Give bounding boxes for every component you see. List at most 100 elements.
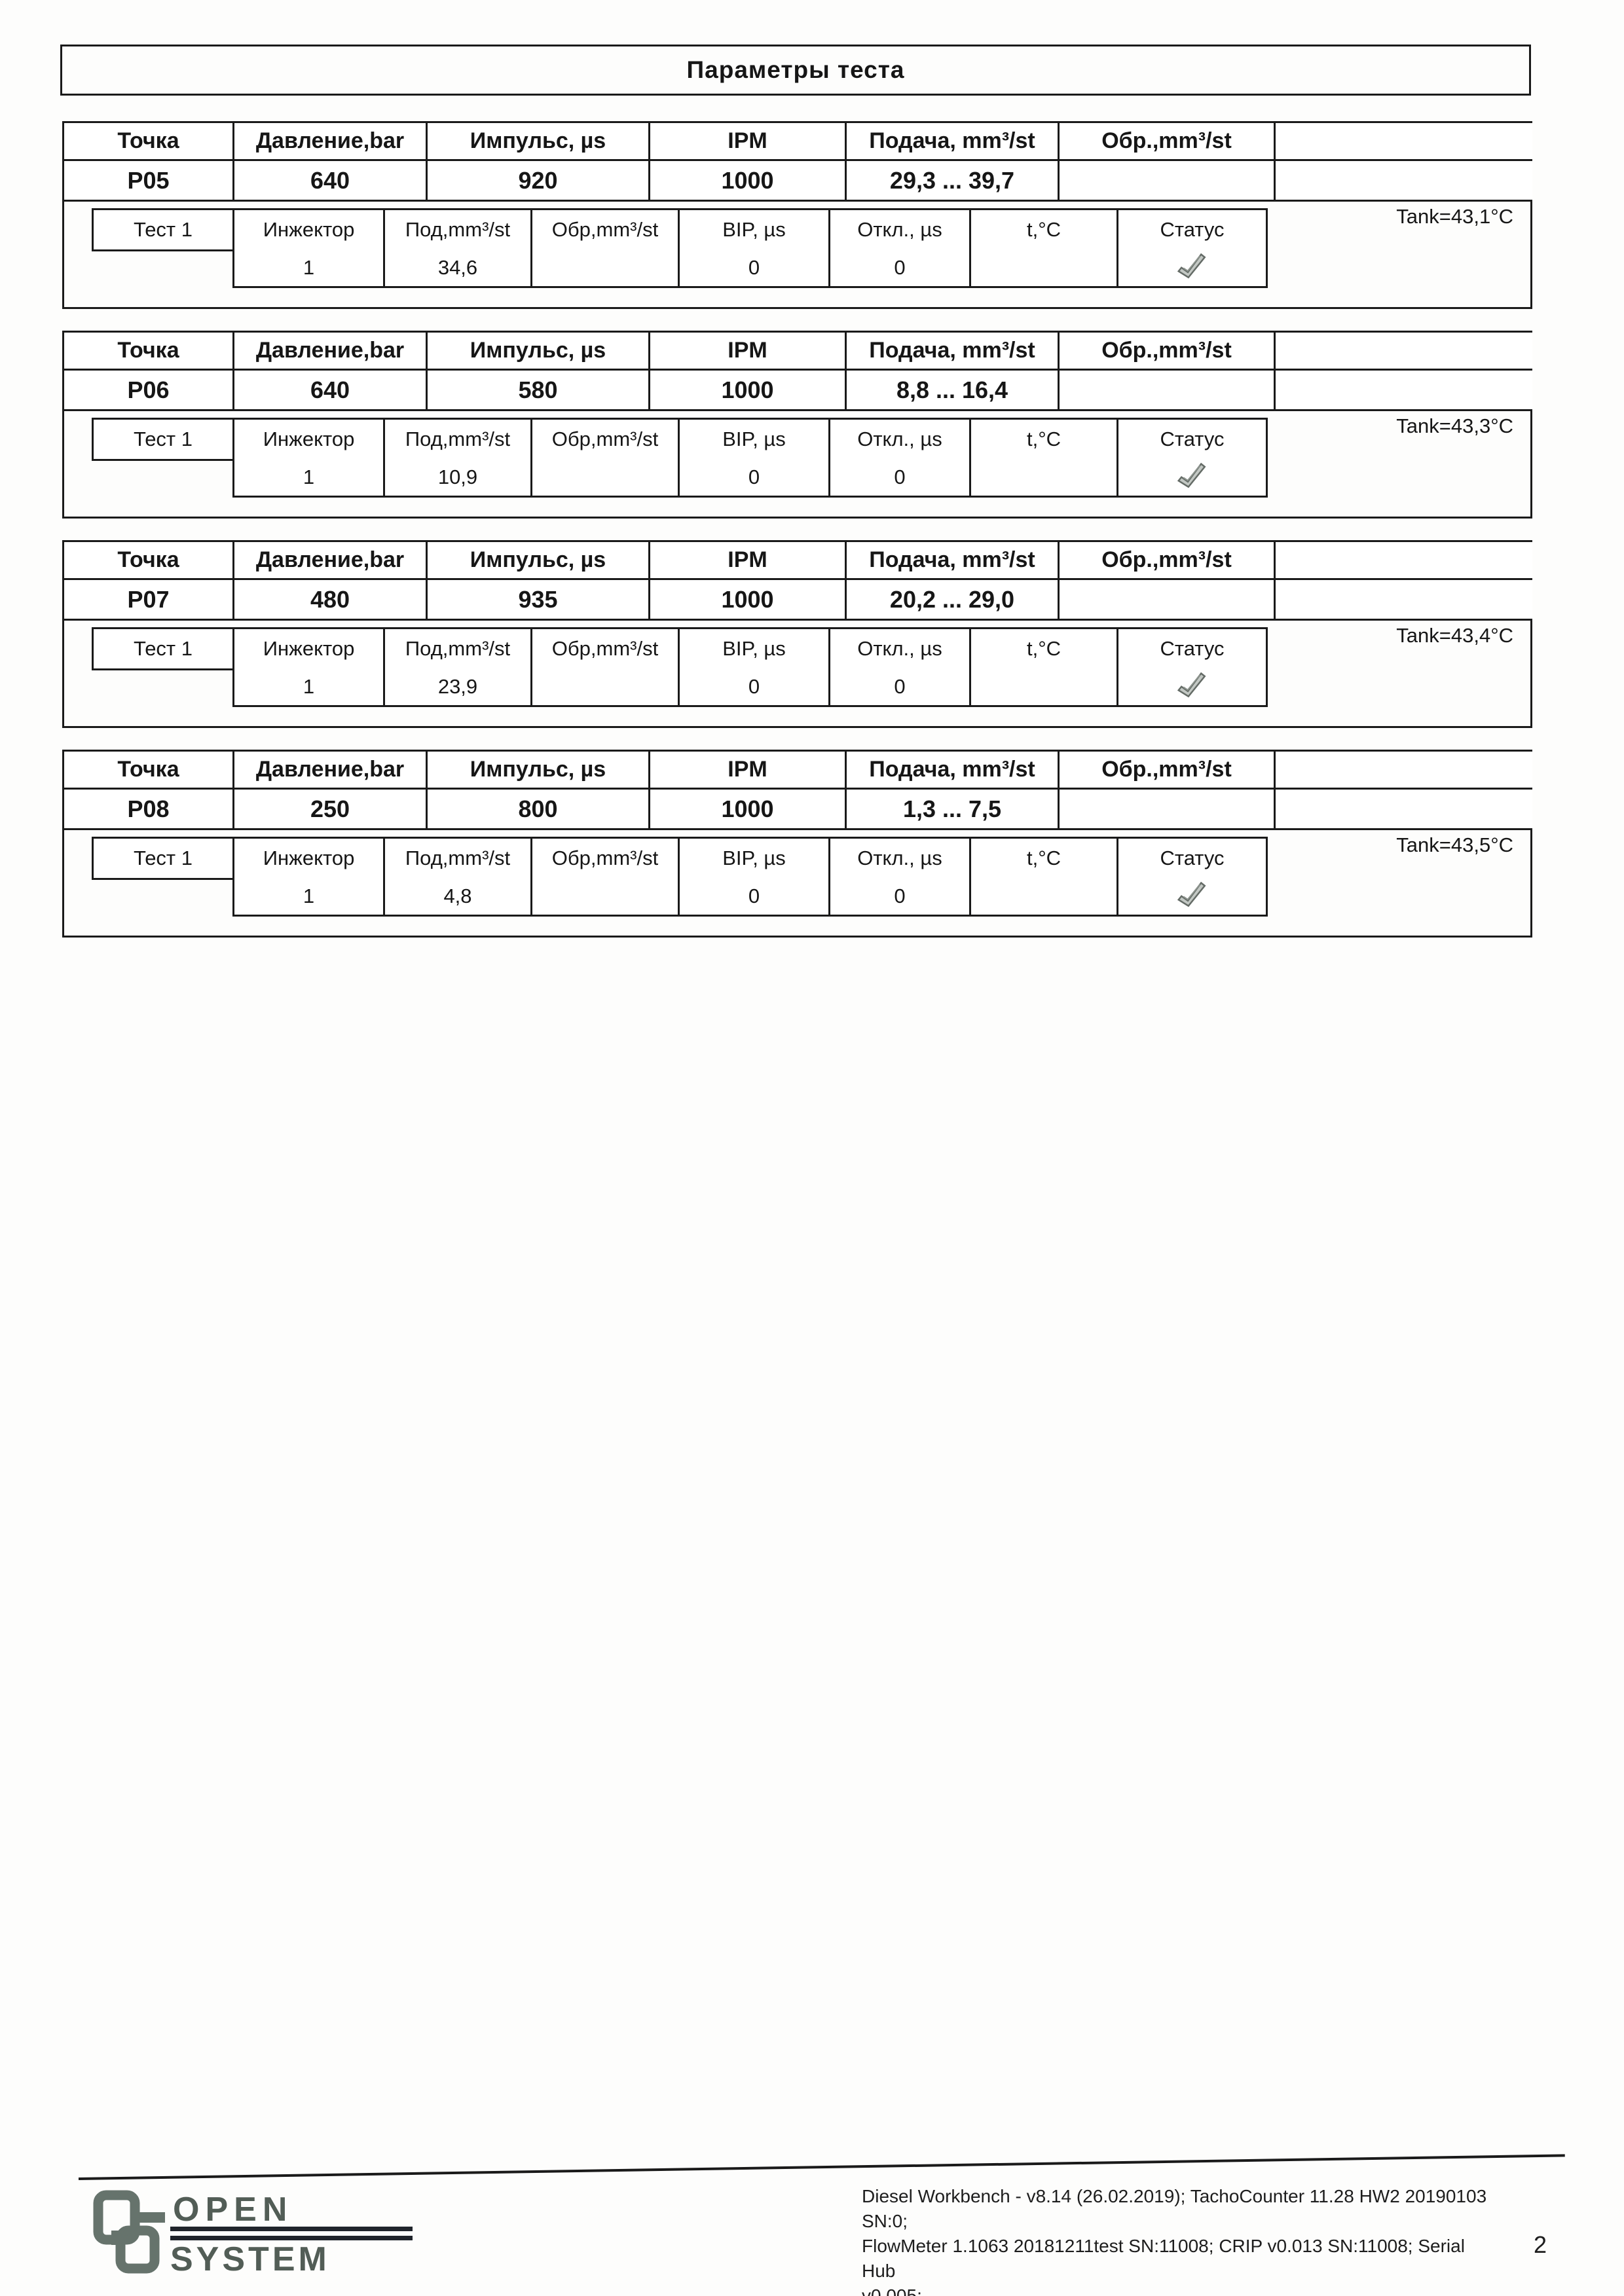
footer-info-line1: Diesel Workbench - v8.14 (26.02.2019); T… <box>862 2186 1487 2231</box>
col-header-pulse: Импульс, µs <box>428 752 650 790</box>
sub-header-flow: Под,mm³/st <box>385 420 532 459</box>
pressure-value: 640 <box>234 371 428 411</box>
footer-separator-line <box>78 2154 1565 2180</box>
bip-measured: 0 <box>680 459 830 496</box>
point-value: P07 <box>64 580 234 621</box>
status-check-icon <box>1177 672 1206 698</box>
value-spacer <box>1276 371 1532 411</box>
backflow-measured <box>532 249 680 286</box>
col-header-flow: Подача, mm³/st <box>847 752 1060 790</box>
logo-text-system: SYSTEM <box>170 2240 330 2278</box>
flow-range-value: 8,8 ... 16,4 <box>847 371 1060 411</box>
footer-system-info: Diesel Workbench - v8.14 (26.02.2019); T… <box>862 2184 1504 2296</box>
injector-number: 1 <box>234 878 385 915</box>
sub-header-temp: t,°C <box>971 629 1118 668</box>
sub-header-deviation: Откл., µs <box>830 629 971 668</box>
sub-header-deviation: Откл., µs <box>830 839 971 878</box>
sub-header-test: Тест 1 <box>94 839 234 878</box>
col-header-pressure: Давление,bar <box>234 123 428 161</box>
backflow-range-value <box>1060 371 1276 411</box>
sub-header-temp: t,°C <box>971 839 1118 878</box>
status-cell <box>1118 459 1266 496</box>
ipm-value: 1000 <box>650 371 847 411</box>
test-point-block: Точка Давление,bar Импульс, µs IPM Подач… <box>62 540 1532 728</box>
test-result-header-row: Тест 1 Инжектор Под,mm³/st Обр,mm³/st BI… <box>92 627 1268 670</box>
deviation-measured: 0 <box>830 249 971 286</box>
col-header-flow: Подача, mm³/st <box>847 333 1060 371</box>
temp-measured <box>971 459 1118 496</box>
temp-measured <box>971 878 1118 915</box>
status-check-icon <box>1177 881 1206 907</box>
col-header-backflow: Обр.,mm³/st <box>1060 542 1276 580</box>
backflow-range-value <box>1060 161 1276 202</box>
logo-text-open: OPEN <box>173 2191 293 2229</box>
col-header-pulse: Импульс, µs <box>428 542 650 580</box>
status-check-icon <box>1177 253 1206 279</box>
injector-number: 1 <box>234 249 385 286</box>
point-value: P05 <box>64 161 234 202</box>
sub-header-backflow: Обр,mm³/st <box>532 210 680 249</box>
sub-header-bip: BIP, µs <box>680 839 830 878</box>
col-header-pressure: Давление,bar <box>234 333 428 371</box>
ipm-value: 1000 <box>650 790 847 830</box>
test-point-block: Точка Давление,bar Импульс, µs IPM Подач… <box>62 121 1532 309</box>
pressure-value: 250 <box>234 790 428 830</box>
temp-measured <box>971 249 1118 286</box>
sub-header-backflow: Обр,mm³/st <box>532 839 680 878</box>
status-cell <box>1118 668 1266 705</box>
sub-header-bip: BIP, µs <box>680 210 830 249</box>
deviation-measured: 0 <box>830 878 971 915</box>
value-spacer <box>1276 580 1532 621</box>
value-spacer <box>1276 790 1532 830</box>
bip-measured: 0 <box>680 878 830 915</box>
tank-temperature-label: Tank=43,1°C <box>1396 205 1513 228</box>
sub-header-injector: Инжектор <box>234 839 385 878</box>
pulse-value: 580 <box>428 371 650 411</box>
flow-range-value: 1,3 ... 7,5 <box>847 790 1060 830</box>
sub-header-test: Тест 1 <box>94 629 234 668</box>
tank-temperature-label: Tank=43,4°C <box>1396 624 1513 647</box>
sub-header-injector: Инжектор <box>234 629 385 668</box>
test-point-table: Точка Давление,bar Импульс, µs IPM Подач… <box>62 121 1532 202</box>
ipm-value: 1000 <box>650 161 847 202</box>
flow-measured: 23,9 <box>385 668 532 705</box>
sub-header-test: Тест 1 <box>94 210 234 249</box>
test-blocks-container: Точка Давление,bar Импульс, µs IPM Подач… <box>62 121 1532 959</box>
backflow-measured <box>532 878 680 915</box>
col-header-ipm: IPM <box>650 333 847 371</box>
col-header-point: Точка <box>64 752 234 790</box>
sub-header-injector: Инжектор <box>234 420 385 459</box>
status-cell <box>1118 249 1266 286</box>
ipm-value: 1000 <box>650 580 847 621</box>
bip-measured: 0 <box>680 668 830 705</box>
pulse-value: 935 <box>428 580 650 621</box>
col-header-spacer <box>1276 123 1532 161</box>
point-value: P06 <box>64 371 234 411</box>
col-header-spacer <box>1276 542 1532 580</box>
test-result-header-row: Тест 1 Инжектор Под,mm³/st Обр,mm³/st BI… <box>92 837 1268 880</box>
open-system-logo: OPEN SYSTEM <box>93 2190 499 2295</box>
logo-double-rule <box>170 2227 413 2245</box>
col-header-point: Точка <box>64 542 234 580</box>
backflow-range-value <box>1060 580 1276 621</box>
col-header-flow: Подача, mm³/st <box>847 542 1060 580</box>
sub-header-backflow: Обр,mm³/st <box>532 629 680 668</box>
test-point-table: Точка Давление,bar Импульс, µs IPM Подач… <box>62 331 1532 411</box>
test-result-header-row: Тест 1 Инжектор Под,mm³/st Обр,mm³/st BI… <box>92 418 1268 461</box>
status-cell <box>1118 878 1266 915</box>
page-number: 2 <box>1534 2231 1547 2258</box>
test-result-value-row: 1 4,8 0 0 <box>232 878 1268 917</box>
footer-info-line2: FlowMeter 1.1063 20181211test SN:11008; … <box>862 2236 1465 2281</box>
tank-temperature-label: Tank=43,5°C <box>1396 833 1513 856</box>
deviation-measured: 0 <box>830 459 971 496</box>
sub-header-temp: t,°C <box>971 420 1118 459</box>
flow-measured: 4,8 <box>385 878 532 915</box>
sub-header-flow: Под,mm³/st <box>385 210 532 249</box>
col-header-backflow: Обр.,mm³/st <box>1060 333 1276 371</box>
col-header-spacer <box>1276 333 1532 371</box>
test-result-value-row: 1 10,9 0 0 <box>232 459 1268 498</box>
pulse-value: 920 <box>428 161 650 202</box>
flow-range-value: 29,3 ... 39,7 <box>847 161 1060 202</box>
sub-header-injector: Инжектор <box>234 210 385 249</box>
